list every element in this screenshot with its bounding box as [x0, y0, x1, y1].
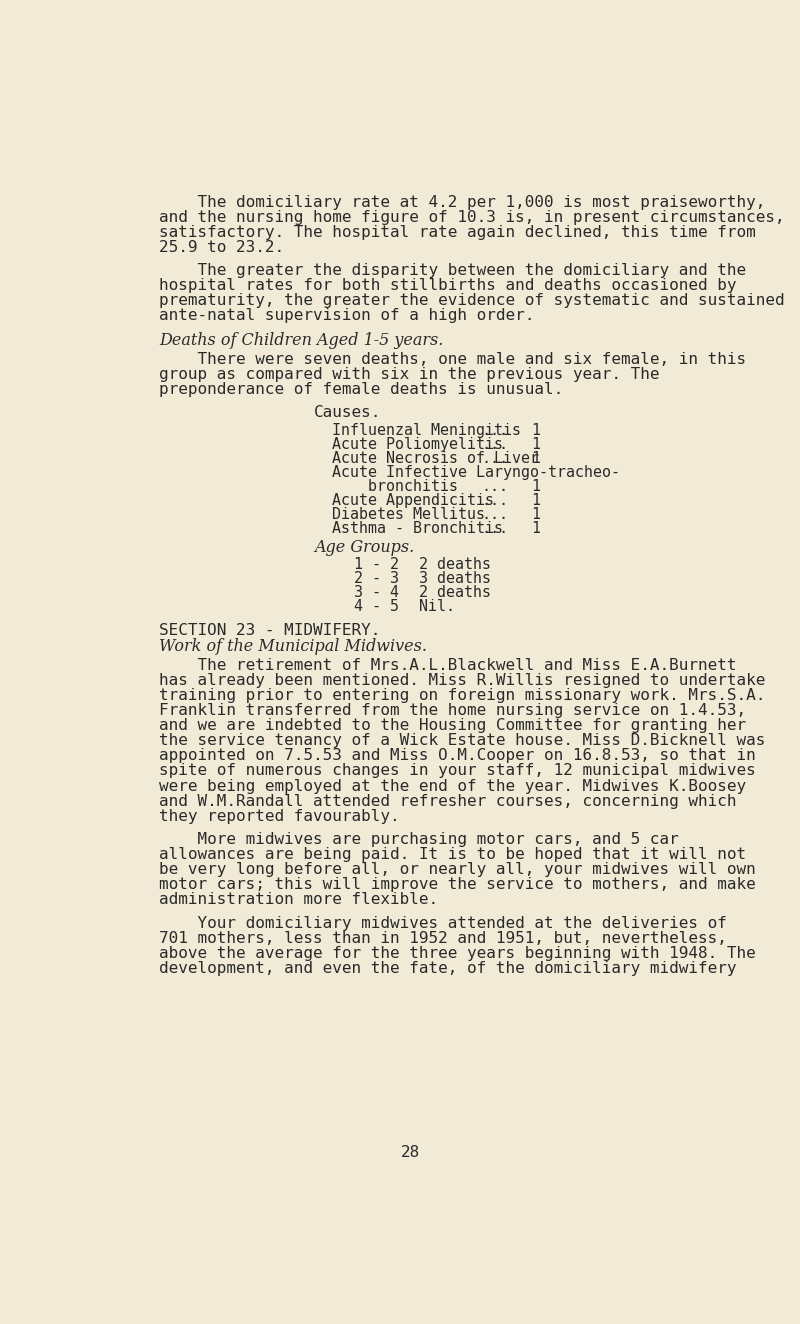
Text: 1: 1: [531, 437, 540, 451]
Text: training prior to entering on foreign missionary work. Mrs.S.A.: training prior to entering on foreign mi…: [159, 688, 766, 703]
Text: Work of the Municipal Midwives.: Work of the Municipal Midwives.: [159, 638, 427, 655]
Text: preponderance of female deaths is unusual.: preponderance of female deaths is unusua…: [159, 381, 563, 397]
Text: 1: 1: [531, 479, 540, 494]
Text: ...: ...: [482, 422, 508, 437]
Text: and W.M.Randall attended refresher courses, concerning which: and W.M.Randall attended refresher cours…: [159, 793, 736, 809]
Text: 2 - 3: 2 - 3: [354, 571, 399, 585]
Text: 25.9 to 23.2.: 25.9 to 23.2.: [159, 240, 284, 254]
Text: above the average for the three years beginning with 1948. The: above the average for the three years be…: [159, 945, 756, 961]
Text: has already been mentioned. Miss R.Willis resigned to undertake: has already been mentioned. Miss R.Willi…: [159, 673, 766, 688]
Text: and we are indebted to the Housing Committee for granting her: and we are indebted to the Housing Commi…: [159, 718, 746, 733]
Text: 1 - 2: 1 - 2: [354, 556, 399, 572]
Text: The domiciliary rate at 4.2 per 1,000 is most praiseworthy,: The domiciliary rate at 4.2 per 1,000 is…: [159, 195, 766, 209]
Text: Influenzal Meningitis: Influenzal Meningitis: [333, 422, 522, 437]
Text: Diabetes Mellitus: Diabetes Mellitus: [333, 507, 486, 522]
Text: satisfactory. The hospital rate again declined, this time from: satisfactory. The hospital rate again de…: [159, 225, 756, 240]
Text: Acute Poliomyelitis: Acute Poliomyelitis: [333, 437, 503, 451]
Text: 2 deaths: 2 deaths: [419, 556, 491, 572]
Text: the service tenancy of a Wick Estate house. Miss D.Bicknell was: the service tenancy of a Wick Estate hou…: [159, 733, 766, 748]
Text: development, and even the fate, of the domiciliary midwifery: development, and even the fate, of the d…: [159, 961, 736, 976]
Text: 1: 1: [531, 450, 540, 466]
Text: and the nursing home figure of 10.3 is, in present circumstances,: and the nursing home figure of 10.3 is, …: [159, 209, 785, 225]
Text: Deaths of Children Aged 1-5 years.: Deaths of Children Aged 1-5 years.: [159, 331, 443, 348]
Text: Acute Necrosis of Liver: Acute Necrosis of Liver: [333, 450, 539, 466]
Text: spite of numerous changes in your staff, 12 municipal midwives: spite of numerous changes in your staff,…: [159, 764, 756, 779]
Text: More midwives are purchasing motor cars, and 5 car: More midwives are purchasing motor cars,…: [159, 831, 678, 847]
Text: The retirement of Mrs.A.L.Blackwell and Miss E.A.Burnett: The retirement of Mrs.A.L.Blackwell and …: [159, 658, 736, 673]
Text: 3 - 4: 3 - 4: [354, 585, 399, 600]
Text: ...: ...: [482, 437, 508, 451]
Text: Your domiciliary midwives attended at the deliveries of: Your domiciliary midwives attended at th…: [159, 915, 726, 931]
Text: allowances are being paid. It is to be hoped that it will not: allowances are being paid. It is to be h…: [159, 847, 746, 862]
Text: ...: ...: [482, 522, 508, 536]
Text: There were seven deaths, one male and six female, in this: There were seven deaths, one male and si…: [159, 352, 746, 367]
Text: prematurity, the greater the evidence of systematic and sustained: prematurity, the greater the evidence of…: [159, 293, 785, 308]
Text: Acute Appendicitis: Acute Appendicitis: [333, 493, 494, 508]
Text: Franklin transferred from the home nursing service on 1.4.53,: Franklin transferred from the home nursi…: [159, 703, 746, 718]
Text: ante-natal supervision of a high order.: ante-natal supervision of a high order.: [159, 308, 534, 323]
Text: 2 deaths: 2 deaths: [419, 585, 491, 600]
Text: appointed on 7.5.53 and Miss O.M.Cooper on 16.8.53, so that in: appointed on 7.5.53 and Miss O.M.Cooper …: [159, 748, 756, 764]
Text: ...: ...: [482, 450, 508, 466]
Text: 1: 1: [531, 493, 540, 508]
Text: hospital rates for both stillbirths and deaths occasioned by: hospital rates for both stillbirths and …: [159, 278, 736, 293]
Text: 1: 1: [531, 422, 540, 437]
Text: administration more flexible.: administration more flexible.: [159, 892, 438, 907]
Text: group as compared with six in the previous year. The: group as compared with six in the previo…: [159, 367, 659, 381]
Text: ...: ...: [482, 479, 508, 494]
Text: Asthma - Bronchitis: Asthma - Bronchitis: [333, 522, 503, 536]
Text: Age Groups.: Age Groups.: [314, 539, 414, 556]
Text: they reported favourably.: they reported favourably.: [159, 809, 399, 824]
Text: 1: 1: [531, 522, 540, 536]
Text: were being employed at the end of the year. Midwives K.Boosey: were being employed at the end of the ye…: [159, 779, 746, 793]
Text: 28: 28: [400, 1145, 420, 1160]
Text: be very long before all, or nearly all, your midwives will own: be very long before all, or nearly all, …: [159, 862, 756, 876]
Text: ...: ...: [482, 493, 508, 508]
Text: motor cars; this will improve the service to mothers, and make: motor cars; this will improve the servic…: [159, 878, 756, 892]
Text: 3 deaths: 3 deaths: [419, 571, 491, 585]
Text: Causes.: Causes.: [314, 405, 382, 420]
Text: Acute Infective Laryngo-tracheo-: Acute Infective Laryngo-tracheo-: [333, 465, 621, 479]
Text: 1: 1: [531, 507, 540, 522]
Text: bronchitis: bronchitis: [333, 479, 458, 494]
Text: The greater the disparity between the domiciliary and the: The greater the disparity between the do…: [159, 263, 746, 278]
Text: SECTION 23 - MIDWIFERY.: SECTION 23 - MIDWIFERY.: [159, 622, 380, 638]
Text: 4 - 5: 4 - 5: [354, 598, 399, 614]
Text: 701 mothers, less than in 1952 and 1951, but, nevertheless,: 701 mothers, less than in 1952 and 1951,…: [159, 931, 726, 945]
Text: ...: ...: [482, 507, 508, 522]
Text: Nil.: Nil.: [419, 598, 455, 614]
